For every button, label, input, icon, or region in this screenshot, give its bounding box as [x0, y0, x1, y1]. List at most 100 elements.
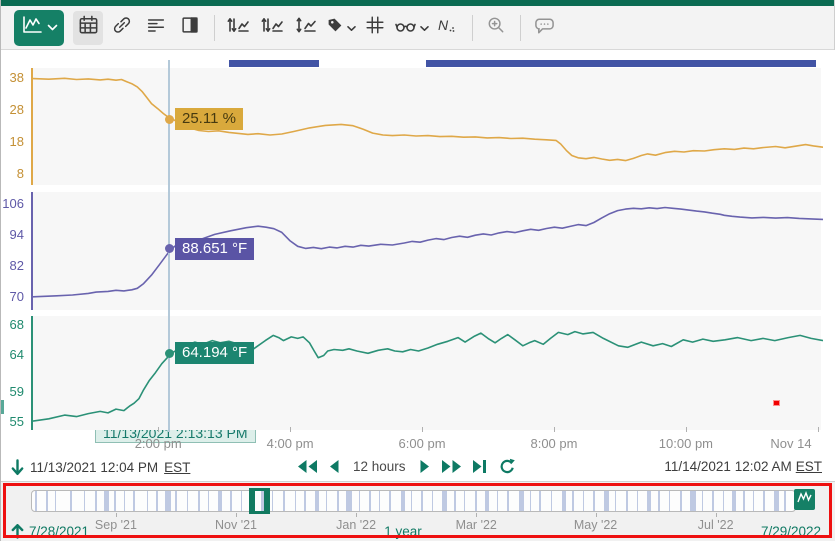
- timeline-data-stripe: [604, 491, 610, 511]
- link-button[interactable]: [107, 11, 137, 45]
- trend-chart-icon: [20, 15, 44, 40]
- red-annotation-dot: [773, 400, 780, 406]
- comment-button[interactable]: [529, 11, 559, 45]
- x-axis-tick: [553, 427, 555, 432]
- timeline-data-stripe: [582, 491, 584, 511]
- shift-range-up-button[interactable]: [11, 524, 24, 544]
- timeline-data-stripe: [207, 491, 209, 511]
- scale-range-trend-icon: [293, 14, 319, 41]
- range-start-datetime[interactable]: 11/13/2021 12:04 PM: [30, 460, 159, 475]
- timeline-data-stripe: [614, 491, 616, 511]
- timeline-data-stripe: [70, 491, 73, 511]
- trend-chart-menu-button[interactable]: [14, 9, 64, 46]
- skip-to-now-button[interactable]: [472, 459, 488, 474]
- cursor-value-label: 88.651 °F: [175, 237, 255, 260]
- start-timezone-link[interactable]: EST: [164, 460, 191, 475]
- timeline-data-stripe: [572, 491, 575, 511]
- split-view-icon: [179, 14, 201, 41]
- stacked-axes-trend-alt-button[interactable]: [257, 11, 287, 45]
- timeline-data-stripe: [561, 491, 566, 511]
- timeline-month-tick: [595, 513, 597, 517]
- scroll-indicator: [1, 400, 4, 414]
- main-toolbar: N: [1, 6, 834, 50]
- timeline-data-stripe: [241, 491, 243, 511]
- zoom-in-button[interactable]: [481, 11, 511, 45]
- cursor-value-label: 25.11 %: [175, 108, 243, 131]
- timeline-month-tick: [236, 513, 238, 517]
- stacked-axes-trend-button[interactable]: [223, 11, 253, 45]
- x-axis-tick: [817, 427, 819, 432]
- chart-panel-1: [31, 192, 824, 310]
- timeline-data-stripe: [411, 491, 413, 511]
- y-tick-label: 55: [9, 413, 24, 429]
- grid-button[interactable]: [360, 11, 390, 45]
- zoom-in-icon: [485, 14, 507, 41]
- timeline-data-stripe: [441, 491, 447, 511]
- timeline-data-stripe: [421, 491, 424, 511]
- timeline-data-stripe: [679, 491, 682, 511]
- calendar-button[interactable]: [73, 10, 103, 45]
- calendar-icon: [77, 14, 100, 42]
- timeline-span-link[interactable]: 1 year: [384, 524, 422, 539]
- chart-area: 11/13/2021 2:13:13 PM 38 28 18 8 25.11 % 106 9…: [1, 50, 835, 455]
- x-axis-label: 8:00 pm: [530, 436, 578, 451]
- timeline-data-stripe: [35, 491, 38, 511]
- trend-line-2: [32, 330, 824, 422]
- timeline-panel: 7/28/2021 1 year 7/29/2022 Sep '21 Nov '2…: [1, 481, 835, 541]
- timeline-data-stripe: [753, 491, 754, 511]
- timeline-data-stripe: [45, 491, 48, 511]
- tag-list-icon: [145, 14, 167, 41]
- timeline-data-stripe: [722, 491, 724, 511]
- auto-label-button[interactable]: N: [433, 11, 463, 45]
- timeline-data-stripe: [83, 491, 85, 511]
- step-back-button[interactable]: [328, 459, 340, 474]
- link-icon: [111, 14, 133, 41]
- timeline-range-selector[interactable]: [249, 488, 271, 514]
- step-forward-button[interactable]: [419, 459, 431, 474]
- timeline-data-stripe: [453, 491, 456, 511]
- stacked-axes-trend-icon: [225, 14, 251, 41]
- x-axis-label: 6:00 pm: [398, 436, 446, 451]
- trend-line-1: [32, 206, 824, 298]
- timeline-data-stripe: [230, 491, 233, 511]
- cursor-dot: [164, 348, 174, 358]
- jump-back-button[interactable]: [297, 459, 318, 474]
- timeline-month-tick: [715, 513, 717, 517]
- timeline-start-date-link[interactable]: 7/28/2021: [29, 524, 90, 539]
- timeline-data-stripe: [550, 491, 552, 511]
- chart-panel-2: [31, 316, 824, 430]
- y-tick-label: 59: [9, 384, 24, 399]
- x-axis-label: 10:00 pm: [658, 436, 714, 451]
- shift-start-down-button[interactable]: [11, 459, 24, 476]
- range-end-datetime[interactable]: 11/14/2021 12:02 AM: [664, 459, 792, 474]
- timeline-end-date-link[interactable]: 7/29/2022: [760, 524, 821, 539]
- tag-menu-button[interactable]: [325, 11, 356, 45]
- refresh-button[interactable]: [498, 458, 515, 474]
- browse-menu-button[interactable]: [394, 11, 429, 45]
- y-tick-label: 8: [16, 166, 24, 182]
- jump-forward-button[interactable]: [441, 459, 462, 474]
- split-view-button[interactable]: [175, 11, 205, 45]
- y-tick-label: 106: [2, 195, 24, 211]
- cursor-value-label: 64.194 °F: [175, 342, 255, 365]
- scale-range-trend-button[interactable]: [291, 11, 321, 45]
- chevron-down-icon: [47, 19, 58, 37]
- tag-icon: [325, 15, 345, 40]
- x-axis-label: 2:00 pm: [134, 436, 182, 451]
- timeline-data-stripe: [400, 491, 405, 511]
- timeline-data-stripe: [431, 491, 433, 511]
- window-top-strip: [1, 0, 834, 6]
- time-span-selector[interactable]: 12 hours: [353, 458, 406, 474]
- timeline-data-stripe: [539, 491, 542, 511]
- timeline-track[interactable]: [31, 490, 796, 512]
- timeline-data-stripe: [304, 491, 307, 511]
- grid-icon: [364, 14, 386, 41]
- end-timezone-link[interactable]: EST: [795, 459, 822, 474]
- timeline-data-stripe: [283, 491, 285, 511]
- tag-list-button[interactable]: [141, 11, 171, 45]
- timeline-data-stripe: [94, 491, 97, 511]
- timeline-chart-button[interactable]: [794, 489, 815, 510]
- timeline-data-stripe: [379, 491, 381, 511]
- cursor-dot: [164, 244, 174, 254]
- timeline-month-label: May '22: [573, 518, 618, 532]
